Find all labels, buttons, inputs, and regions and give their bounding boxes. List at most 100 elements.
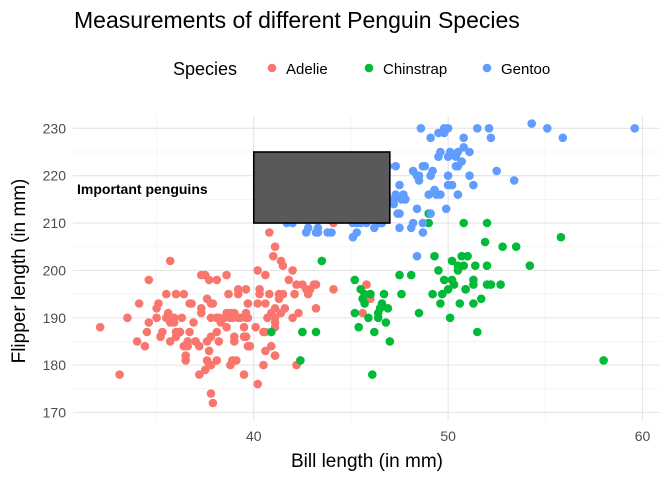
data-point xyxy=(391,161,401,171)
legend-label-gentoo: Gentoo xyxy=(501,61,550,78)
data-point xyxy=(463,251,472,261)
annotation: Important penguins xyxy=(76,151,391,224)
data-point xyxy=(385,337,395,346)
data-point xyxy=(179,289,189,299)
data-point xyxy=(265,289,274,299)
data-point xyxy=(253,266,262,275)
data-point xyxy=(469,180,478,190)
x-axis-title: Bill length (in mm) xyxy=(291,451,443,472)
data-point xyxy=(259,360,268,370)
data-point xyxy=(527,119,536,128)
data-point xyxy=(292,280,301,289)
data-point xyxy=(420,161,430,171)
data-point xyxy=(434,266,443,275)
data-point xyxy=(206,389,216,398)
x-tick-label: 60 xyxy=(635,428,651,444)
data-point xyxy=(457,157,467,166)
data-point xyxy=(177,313,187,323)
data-point xyxy=(509,176,519,185)
data-point xyxy=(412,204,422,214)
data-point xyxy=(261,299,270,308)
data-point xyxy=(395,180,404,190)
data-point xyxy=(288,266,297,275)
y-tick-label: 230 xyxy=(43,120,67,136)
data-point xyxy=(459,261,469,271)
legend: Species Adelie Chinstrap Gentoo xyxy=(173,59,550,79)
data-point xyxy=(451,152,461,161)
data-point xyxy=(202,337,212,346)
data-point xyxy=(395,270,404,280)
data-point xyxy=(265,228,274,237)
data-point xyxy=(261,270,270,280)
data-point xyxy=(465,171,474,180)
data-point xyxy=(191,337,200,346)
data-point xyxy=(399,190,408,199)
data-point xyxy=(301,285,311,294)
data-point xyxy=(368,370,377,379)
data-point xyxy=(230,337,239,346)
data-point xyxy=(455,299,465,308)
data-point xyxy=(165,318,175,327)
data-point xyxy=(270,351,280,360)
data-point xyxy=(123,313,132,323)
data-point xyxy=(261,346,270,356)
data-point xyxy=(395,209,404,218)
data-point xyxy=(459,133,469,143)
data-point xyxy=(239,370,249,379)
data-point xyxy=(202,356,212,365)
data-point xyxy=(525,261,535,271)
data-point xyxy=(459,218,469,228)
data-point xyxy=(294,308,303,318)
x-tick-label: 50 xyxy=(440,428,456,444)
data-point xyxy=(432,190,441,199)
legend-label-chinstrap: Chinstrap xyxy=(383,61,447,78)
data-point xyxy=(426,171,435,180)
data-point xyxy=(457,251,467,261)
legend-key-adelie xyxy=(267,63,277,73)
data-point xyxy=(251,322,260,332)
data-point xyxy=(214,337,224,346)
data-point xyxy=(469,275,478,285)
data-point xyxy=(134,299,144,308)
data-point xyxy=(406,223,416,233)
data-point xyxy=(383,304,393,313)
data-point xyxy=(313,228,323,237)
data-point xyxy=(267,327,276,337)
data-point xyxy=(354,322,364,332)
data-point xyxy=(453,266,463,275)
data-point xyxy=(434,152,443,161)
data-point xyxy=(370,327,379,337)
data-point xyxy=(439,128,449,138)
data-point xyxy=(414,308,424,318)
data-point xyxy=(183,341,192,351)
data-point xyxy=(480,237,490,247)
data-point xyxy=(630,124,639,133)
data-point xyxy=(206,299,216,308)
annotation-label: Important penguins xyxy=(77,181,208,197)
data-point xyxy=(241,308,251,318)
data-point xyxy=(233,313,243,323)
data-point xyxy=(395,223,404,233)
data-point xyxy=(469,299,478,308)
data-point xyxy=(185,327,194,337)
data-point xyxy=(443,171,453,180)
data-point xyxy=(511,242,521,251)
data-point xyxy=(195,370,204,379)
data-point xyxy=(360,289,369,299)
data-point xyxy=(406,270,416,280)
data-point xyxy=(350,308,360,318)
data-point xyxy=(220,313,229,323)
y-tick-label: 180 xyxy=(43,357,67,373)
data-point xyxy=(558,133,568,143)
legend-label-adelie: Adelie xyxy=(286,61,328,78)
data-point xyxy=(389,199,399,209)
data-point xyxy=(253,299,262,308)
data-point xyxy=(397,289,406,299)
data-point xyxy=(206,313,216,323)
series-chinstrap xyxy=(267,209,608,379)
x-tick-label: 40 xyxy=(246,428,262,444)
data-point xyxy=(212,356,222,365)
data-point xyxy=(224,289,233,299)
data-point xyxy=(95,322,105,332)
